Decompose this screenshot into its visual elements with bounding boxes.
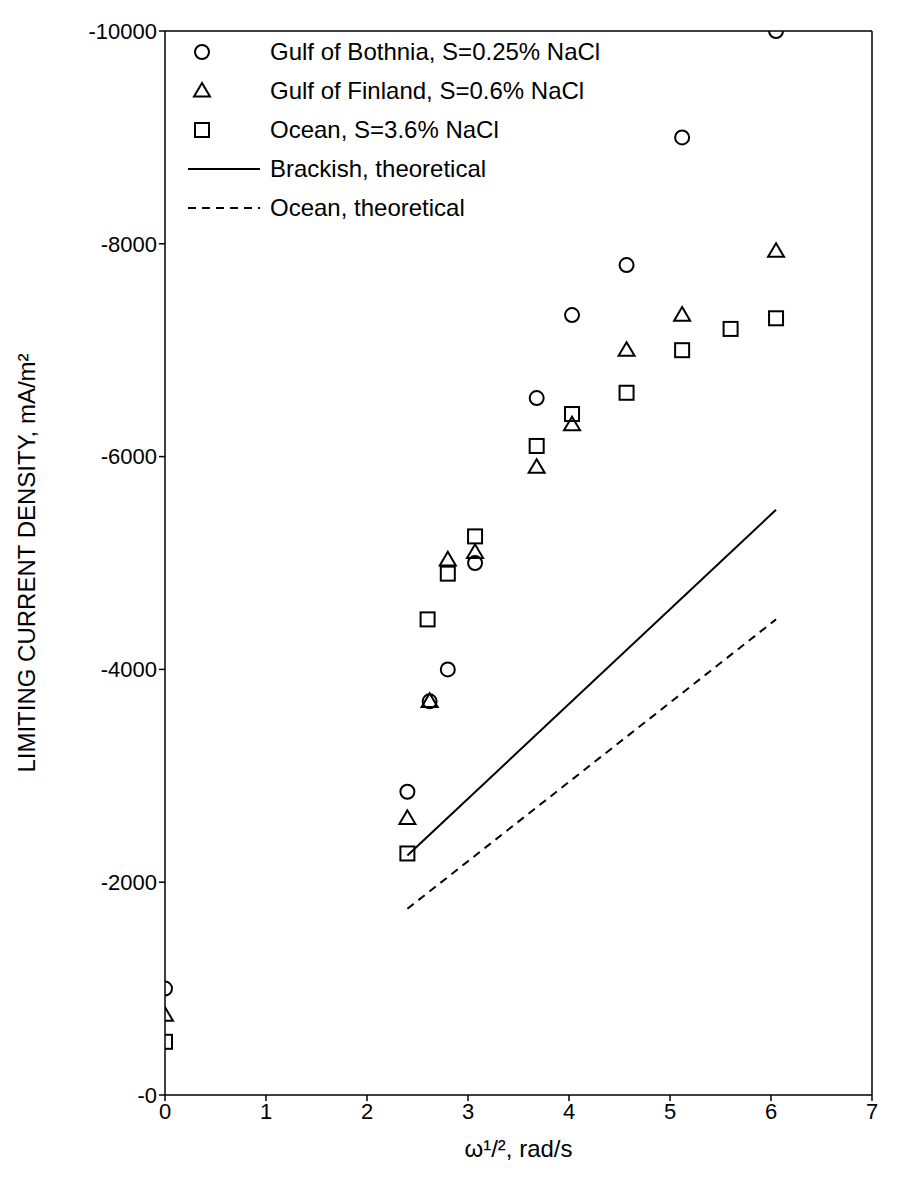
svg-text:-4000: -4000	[101, 657, 157, 682]
svg-text:1: 1	[260, 1099, 272, 1124]
html-text:Brackish, theoretical: Brackish, theoretical	[270, 154, 487, 182]
svg-text:6: 6	[765, 1099, 777, 1124]
svg-text:3: 3	[462, 1099, 474, 1124]
svg-text:2: 2	[361, 1099, 373, 1124]
html-text:Gulf of Finland, S=0.6% NaCl: Gulf of Finland, S=0.6% NaCl	[270, 76, 585, 104]
svg-text:-6000: -6000	[101, 444, 157, 469]
svg-text:0: 0	[159, 1099, 171, 1124]
svg-text:4: 4	[563, 1099, 575, 1124]
svg-text:-10000: -10000	[88, 19, 157, 44]
svg-text:7: 7	[866, 1099, 878, 1124]
svg-text:-0: -0	[137, 1083, 157, 1108]
svg-text:5: 5	[664, 1099, 676, 1124]
html-text:Ocean, S=3.6% NaCl: Ocean, S=3.6% NaCl	[270, 115, 499, 143]
svg-text:-2000: -2000	[101, 870, 157, 895]
svg-text:-8000: -8000	[101, 232, 157, 257]
html-text:Gulf of Bothnia, S=0.25% NaCl: Gulf of Bothnia, S=0.25% NaCl	[270, 37, 601, 65]
svg-text:LIMITING CURRENT DENSITY, mA/m: LIMITING CURRENT DENSITY, mA/m²	[13, 353, 40, 772]
svg-text:ω¹/², rad/s: ω¹/², rad/s	[464, 1135, 572, 1162]
html-text:Ocean, theoretical: Ocean, theoretical	[270, 193, 465, 221]
